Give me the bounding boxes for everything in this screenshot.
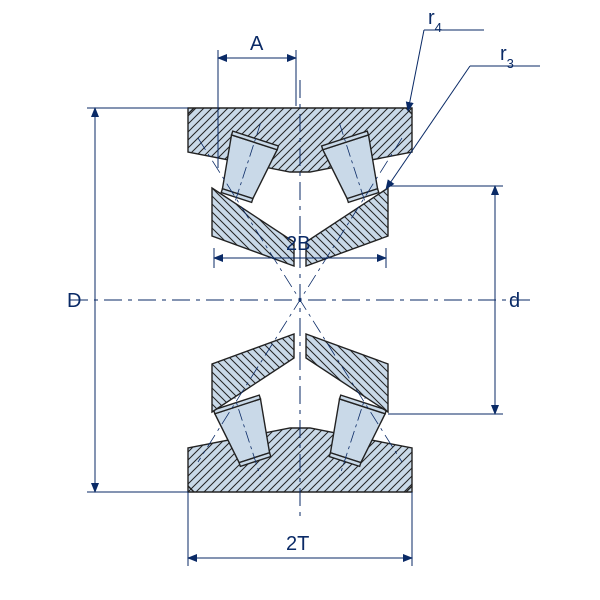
label-A: A <box>250 33 264 55</box>
label-2B: 2B <box>286 233 310 255</box>
label-d: d <box>509 290 520 312</box>
bearing-diagram: Dd2TA2Br4r3 <box>0 0 600 600</box>
label-2T: 2T <box>286 533 309 555</box>
label-D: D <box>67 290 81 312</box>
